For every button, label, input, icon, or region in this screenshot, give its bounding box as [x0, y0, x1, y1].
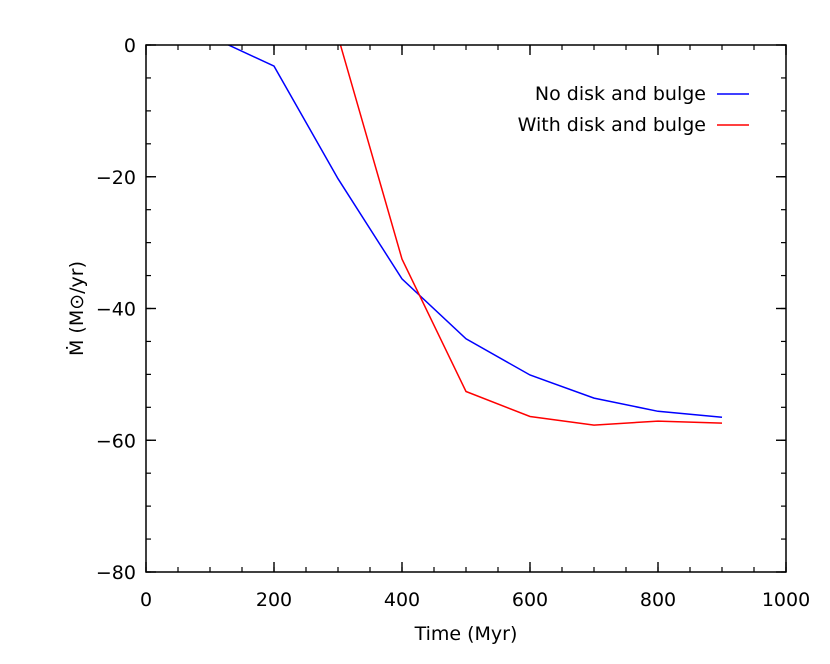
x-tick-label: 200 [256, 589, 292, 611]
x-axis-label: Time (Myr) [414, 623, 518, 645]
series-lines [226, 45, 723, 426]
plot-frame [145, 44, 787, 573]
x-tick-label: 0 [140, 589, 152, 611]
x-tick-label: 1000 [762, 589, 810, 611]
y-axis-label: Ṁ (M⊙/yr) [65, 261, 88, 356]
x-tick-label: 600 [512, 589, 548, 611]
tick-labels: 0 200 400 600 800 1000 0 −20 −40 −60 −80 [96, 35, 810, 611]
legend: No disk and bulge With disk and bulge [518, 83, 749, 136]
x-tick-label: 800 [640, 589, 676, 611]
legend-label-with-disk: With disk and bulge [518, 114, 706, 136]
y-tick-label: −40 [96, 299, 136, 321]
y-tick-label: 0 [124, 35, 136, 57]
x-tick-label: 400 [384, 589, 420, 611]
series-line-0 [226, 45, 723, 418]
y-tick-label: −80 [96, 562, 136, 584]
series-line-1 [339, 45, 723, 426]
y-tick-label: −20 [96, 167, 136, 189]
y-tick-label: −60 [96, 430, 136, 452]
legend-label-no-disk: No disk and bulge [535, 83, 706, 105]
